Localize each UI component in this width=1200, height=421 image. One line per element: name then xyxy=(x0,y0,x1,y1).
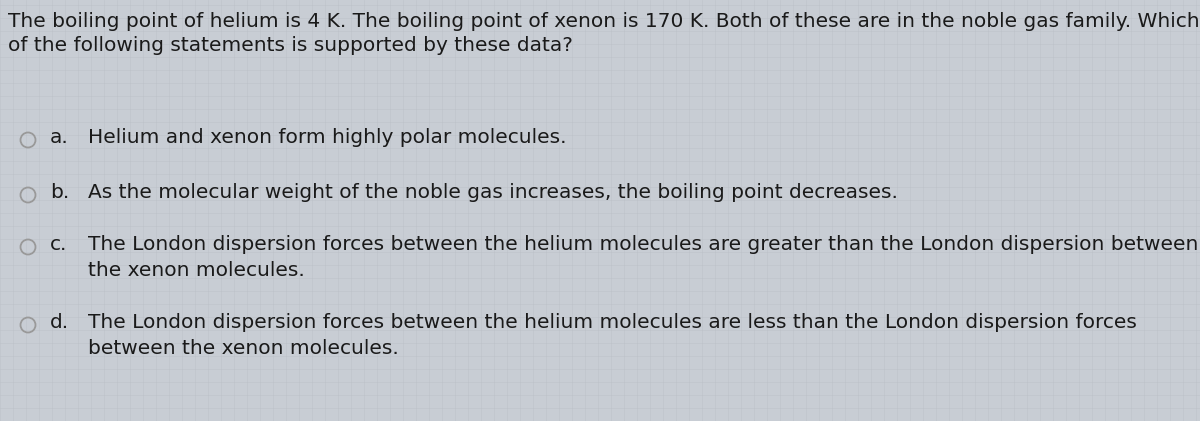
Text: a.: a. xyxy=(50,128,68,147)
Text: The London dispersion forces between the helium molecules are less than the Lond: The London dispersion forces between the… xyxy=(88,313,1136,332)
Text: Helium and xenon form highly polar molecules.: Helium and xenon form highly polar molec… xyxy=(88,128,566,147)
Text: of the following statements is supported by these data?: of the following statements is supported… xyxy=(8,36,572,55)
Text: the xenon molecules.: the xenon molecules. xyxy=(88,261,305,280)
Text: d.: d. xyxy=(50,313,70,332)
Text: The boiling point of helium is 4 K. The boiling point of xenon is 170 K. Both of: The boiling point of helium is 4 K. The … xyxy=(8,12,1200,31)
Text: The London dispersion forces between the helium molecules are greater than the L: The London dispersion forces between the… xyxy=(88,235,1199,254)
Text: c.: c. xyxy=(50,235,67,254)
Text: b.: b. xyxy=(50,183,70,202)
Text: between the xenon molecules.: between the xenon molecules. xyxy=(88,339,398,358)
Text: As the molecular weight of the noble gas increases, the boiling point decreases.: As the molecular weight of the noble gas… xyxy=(88,183,898,202)
